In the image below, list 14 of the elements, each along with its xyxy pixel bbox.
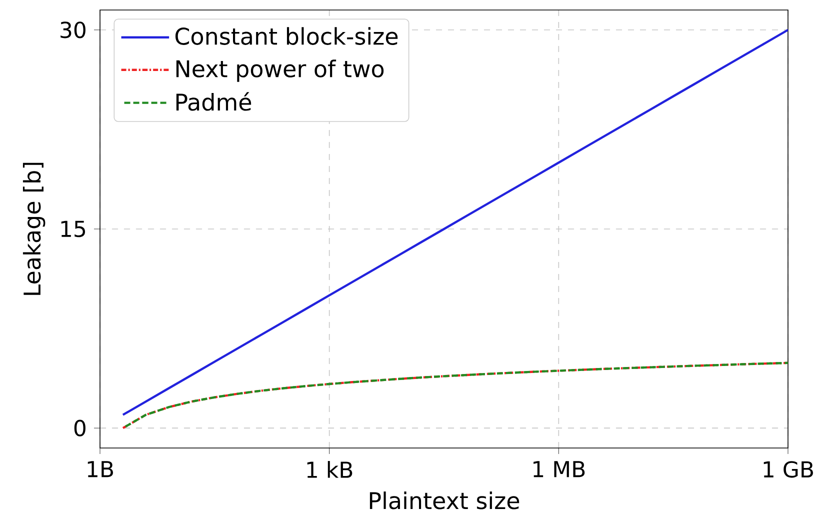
legend-label: Padmé [176,92,252,111]
x-tick-label: 1 kB [307,461,352,478]
y-tick-label: 0 [74,420,86,436]
x-axis-title: Plaintext size [370,492,520,510]
y-tick-label: 30 [60,22,86,38]
y-axis-title: Leakage [b] [22,162,46,295]
y-tick-label: 15 [61,220,86,238]
x-tick-label: 1 MB [534,461,585,478]
legend-label: Constant block-size [175,27,398,45]
line-series [122,28,788,416]
x-tick-label: 1B [88,461,113,478]
legend-label: Next power of two [176,60,384,82]
x-tick-label: 1 GB [764,461,813,478]
line-series [122,362,788,430]
